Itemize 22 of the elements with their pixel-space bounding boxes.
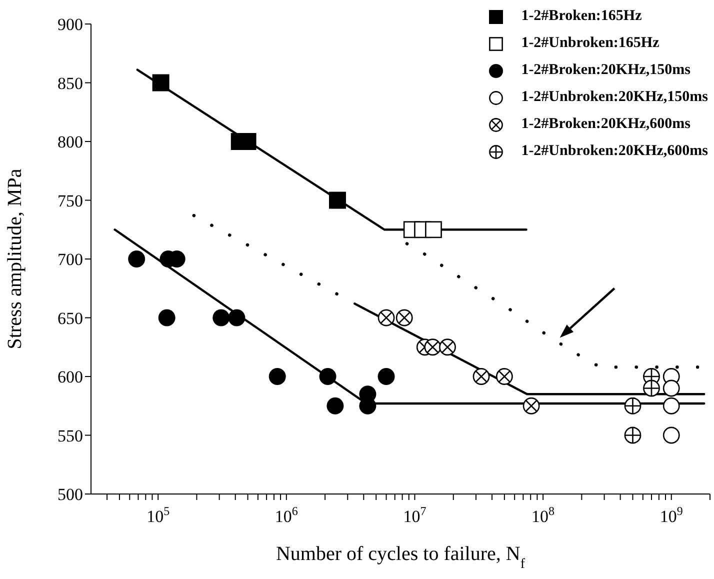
x-tick-label: 10$^{8}$	[532, 504, 555, 526]
x-tick-label: 10$^{7}$	[403, 504, 426, 526]
legend-label: 1-2#Unbroken:20KHz,600ms	[521, 142, 708, 161]
legend-label: 1-2#Broken:20KHz,600ms	[521, 115, 690, 134]
legend-label: 1-2#Broken:20KHz,150ms	[521, 61, 690, 80]
x-tick-label: 10$^{5}$	[146, 504, 170, 526]
y-tick-label: 600	[58, 368, 83, 387]
y-tick-label: 500	[58, 485, 83, 504]
y-tick-label: 700	[58, 250, 83, 270]
y-tick-label: 900	[58, 15, 83, 34]
y-tick-label: 850	[58, 74, 83, 93]
x-tick-label: 10$^{6}$	[274, 504, 298, 526]
legend-label: 1-2#Unbroken:165Hz	[521, 34, 660, 53]
legend-label: 1-2#Unbroken:20KHz,150ms	[521, 88, 708, 107]
legend-label: 1-2#Broken:165Hz	[521, 7, 642, 26]
y-tick-label: 750	[58, 191, 83, 210]
y-axis-title: Stress amplitude, MPa	[4, 168, 26, 350]
y-tick-label: 550	[58, 426, 83, 446]
y-tick-label: 800	[58, 132, 83, 152]
y-tick-label: 650	[58, 308, 83, 328]
x-axis-title: Number of cycles to failure, N$_{f}$	[276, 543, 526, 572]
x-tick-label: 10$^{9}$	[660, 504, 683, 526]
